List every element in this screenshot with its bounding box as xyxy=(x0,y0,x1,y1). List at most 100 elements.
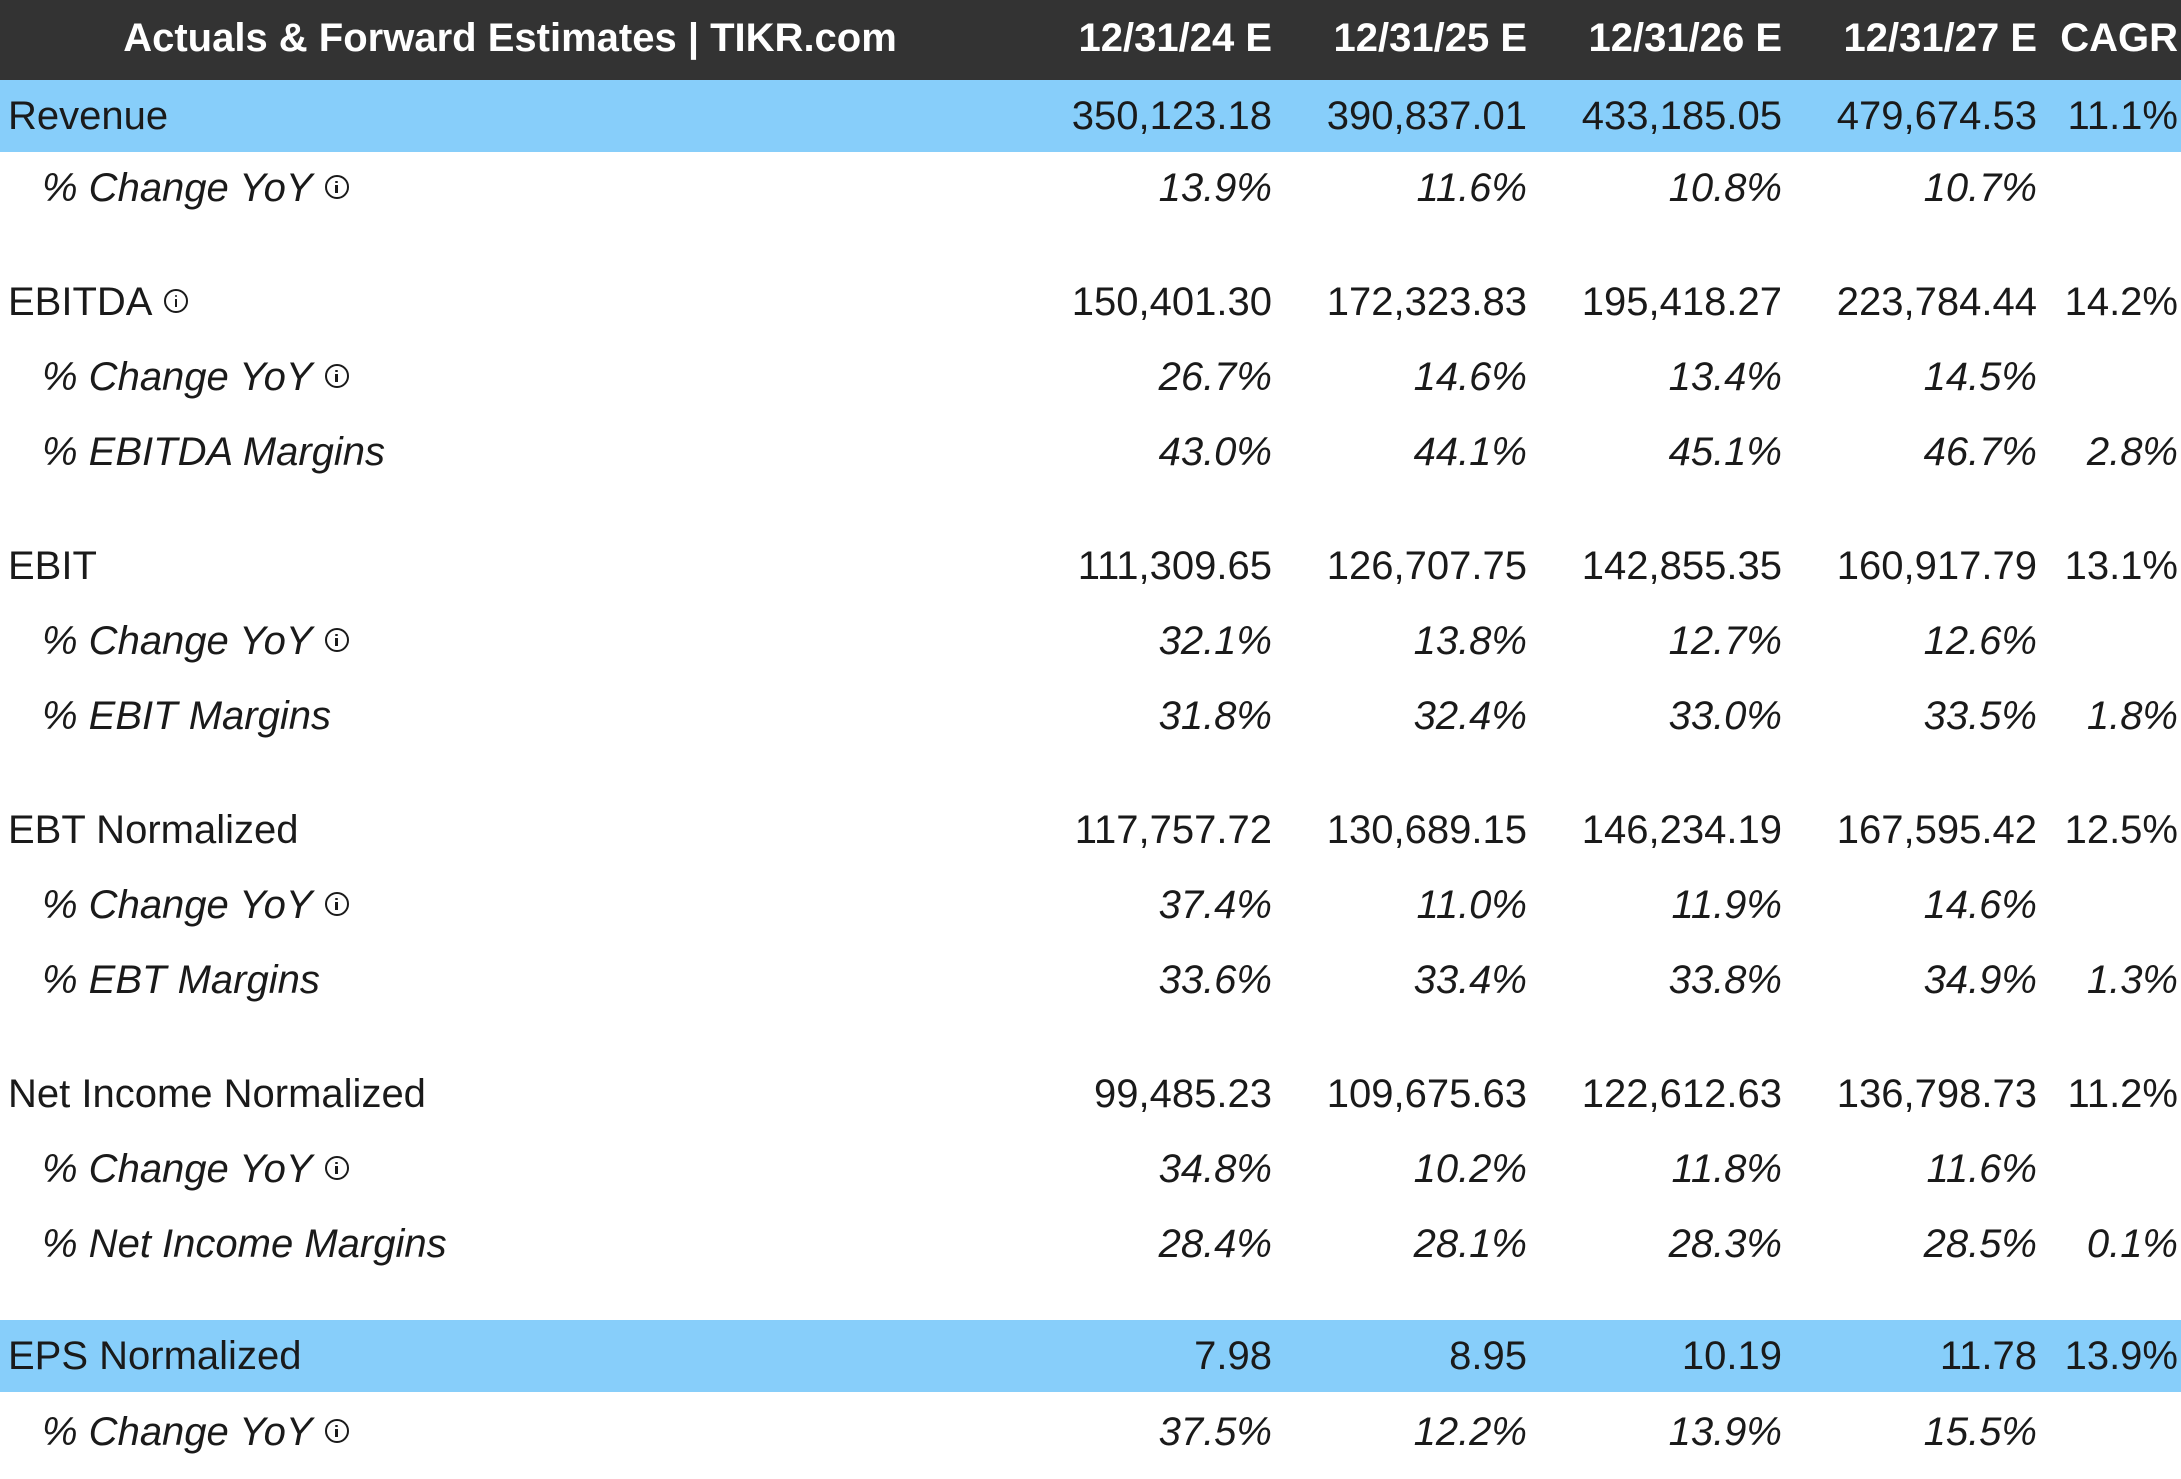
cell-2026: 195,418.27 xyxy=(1581,280,1782,324)
cell-cagr: 13.1% xyxy=(2064,544,2178,588)
cell-cagr xyxy=(2040,341,2178,413)
row-label-text: % EBITDA Margins xyxy=(42,430,386,474)
row-label: EPS Normalized xyxy=(8,1320,301,1392)
row-label-text: % Net Income Margins xyxy=(42,1222,447,1266)
cell-cagr: 11.2% xyxy=(2067,1072,2178,1116)
cell-2025: 390,837.01 xyxy=(1326,94,1527,138)
row-net-income-margins: % Net Income Margins 28.4% 28.1% 28.3% 2… xyxy=(0,1208,2181,1280)
cell-cagr xyxy=(2040,605,2178,677)
row-ebit-yoy: % Change YoY 32.1% 13.8% 12.7% 12.6% xyxy=(0,605,2181,677)
cell-2024: 99,485.23 xyxy=(1094,1072,1272,1116)
cell-cagr: 0.1% xyxy=(2086,1222,2178,1266)
cell-2025: 12.2% xyxy=(1413,1410,1527,1454)
cell-cagr xyxy=(2040,869,2178,941)
row-ebt-margins: % EBT Margins 33.6% 33.4% 33.8% 34.9% 1.… xyxy=(0,944,2181,1016)
cell-cagr: 11.1% xyxy=(2067,94,2178,138)
cell-2024: 31.8% xyxy=(1158,694,1272,738)
cell-2027: 46.7% xyxy=(1923,430,2037,474)
cell-2026: 33.8% xyxy=(1668,958,1782,1002)
cell-2026: 122,612.63 xyxy=(1581,1072,1782,1116)
row-label-text: % Change YoY xyxy=(42,883,313,927)
row-label-text: EBIT xyxy=(8,544,97,588)
info-circle-icon[interactable] xyxy=(324,628,349,653)
cell-2027: 33.5% xyxy=(1923,694,2037,738)
row-label-text: % Change YoY xyxy=(42,1410,313,1454)
row-ebt-normalized: EBT Normalized 117,757.72 130,689.15 146… xyxy=(0,794,2181,866)
cell-cagr xyxy=(2040,152,2178,224)
column-header-2025: 12/31/25 E xyxy=(1333,16,1528,60)
cell-2027: 167,595.42 xyxy=(1836,808,2037,852)
row-net-income-yoy: % Change YoY 34.8% 10.2% 11.8% 11.6% xyxy=(0,1133,2181,1205)
info-circle-icon[interactable] xyxy=(324,1419,349,1444)
row-label-text: EBITDA xyxy=(8,280,153,324)
row-label-text: % EBT Margins xyxy=(42,958,320,1002)
cell-2026: 11.8% xyxy=(1671,1147,1782,1191)
cell-2027: 160,917.79 xyxy=(1836,544,2037,588)
cell-2027: 14.6% xyxy=(1923,883,2037,927)
row-label: % Change YoY xyxy=(42,605,349,677)
cell-2027: 14.5% xyxy=(1923,355,2037,399)
cell-2024: 111,309.65 xyxy=(1077,544,1272,588)
cell-2027: 15.5% xyxy=(1923,1410,2037,1454)
cell-2027: 11.6% xyxy=(1926,1147,2037,1191)
cell-2025: 8.95 xyxy=(1449,1334,1527,1378)
row-label-text: % Change YoY xyxy=(42,166,313,210)
cell-2025: 11.0% xyxy=(1416,883,1527,927)
cell-2026: 10.8% xyxy=(1668,166,1782,210)
cell-2025: 109,675.63 xyxy=(1326,1072,1527,1116)
row-label: % EBIT Margins xyxy=(42,680,331,752)
cell-2025: 11.6% xyxy=(1416,166,1527,210)
row-ebitda: EBITDA 150,401.30 172,323.83 195,418.27 … xyxy=(0,266,2181,338)
row-label-text: % EBIT Margins xyxy=(42,694,331,738)
row-label: % Change YoY xyxy=(42,341,349,413)
row-ebit-margins: % EBIT Margins 31.8% 32.4% 33.0% 33.5% 1… xyxy=(0,680,2181,752)
info-circle-icon[interactable] xyxy=(324,364,349,389)
column-header-cagr: CAGR xyxy=(2060,16,2178,60)
cell-2026: 11.9% xyxy=(1671,883,1782,927)
table-title: Actuals & Forward Estimates | TIKR.com xyxy=(123,16,897,60)
cell-2025: 172,323.83 xyxy=(1326,280,1527,324)
row-ebitda-margins: % EBITDA Margins 43.0% 44.1% 45.1% 46.7%… xyxy=(0,416,2181,488)
info-circle-icon[interactable] xyxy=(324,1156,349,1181)
cell-2026: 45.1% xyxy=(1668,430,1782,474)
row-label: % EBITDA Margins xyxy=(42,416,385,488)
row-label: % EBT Margins xyxy=(42,944,320,1016)
row-eps-yoy: % Change YoY 37.5% 12.2% 13.9% 15.5% xyxy=(0,1396,2181,1468)
row-label: EBIT xyxy=(8,530,97,602)
cell-cagr: 1.8% xyxy=(2086,694,2178,738)
row-label: % Change YoY xyxy=(42,869,349,941)
cell-2024: 37.4% xyxy=(1158,883,1272,927)
cell-2027: 10.7% xyxy=(1923,166,2037,210)
cell-2025: 130,689.15 xyxy=(1326,808,1527,852)
cell-2027: 12.6% xyxy=(1923,619,2037,663)
info-circle-icon[interactable] xyxy=(324,175,349,200)
info-circle-icon[interactable] xyxy=(164,289,189,314)
cell-2024: 7.98 xyxy=(1194,1334,1272,1378)
row-label: EBITDA xyxy=(8,266,189,338)
cell-2025: 32.4% xyxy=(1413,694,1527,738)
row-revenue-yoy: % Change YoY 13.9% 11.6% 10.8% 10.7% xyxy=(0,152,2181,224)
row-ebt-yoy: % Change YoY 37.4% 11.0% 11.9% 14.6% xyxy=(0,869,2181,941)
cell-2027: 11.78 xyxy=(1939,1334,2037,1378)
cell-2025: 13.8% xyxy=(1413,619,1527,663)
cell-cagr: 13.9% xyxy=(2064,1334,2178,1378)
cell-2025: 10.2% xyxy=(1413,1147,1527,1191)
cell-2027: 479,674.53 xyxy=(1836,94,2037,138)
row-label: % Change YoY xyxy=(42,1396,349,1468)
cell-2026: 33.0% xyxy=(1668,694,1782,738)
row-net-income-normalized: Net Income Normalized 99,485.23 109,675.… xyxy=(0,1058,2181,1130)
cell-2026: 433,185.05 xyxy=(1581,94,1782,138)
cell-cagr: 2.8% xyxy=(2086,430,2178,474)
info-circle-icon[interactable] xyxy=(324,892,349,917)
row-label: EBT Normalized xyxy=(8,794,298,866)
cell-cagr: 14.2% xyxy=(2064,280,2178,324)
cell-2024: 26.7% xyxy=(1158,355,1272,399)
cell-2026: 13.4% xyxy=(1668,355,1782,399)
row-label: Net Income Normalized xyxy=(8,1058,426,1130)
row-label-text: % Change YoY xyxy=(42,1147,313,1191)
cell-cagr: 12.5% xyxy=(2064,808,2178,852)
row-label-text: EPS Normalized xyxy=(8,1334,302,1378)
row-label-text: Revenue xyxy=(8,94,169,138)
cell-2024: 350,123.18 xyxy=(1071,94,1272,138)
